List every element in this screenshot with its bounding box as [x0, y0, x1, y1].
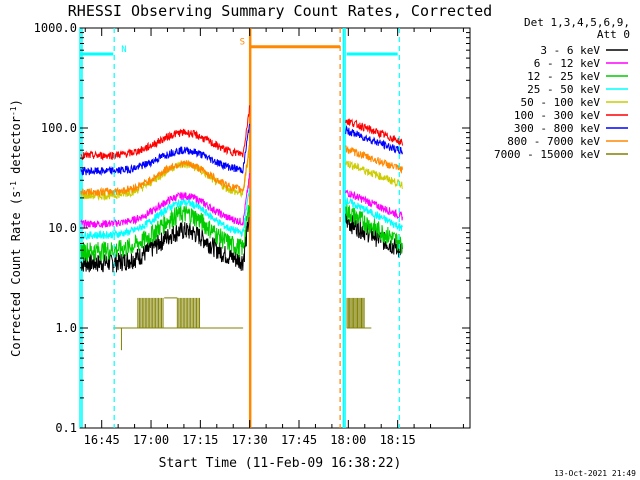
legend-header-2: Att 0: [597, 28, 630, 41]
series-line-3: [80, 188, 403, 241]
series-line-2: [80, 203, 403, 262]
legend-label-6: 300 - 800 keV: [514, 122, 600, 135]
x-tick-label: 17:15: [182, 433, 218, 447]
y-axis-label-main: Corrected Count Rate (s: [9, 191, 23, 357]
legend-header-1: Det 1,3,4,5,6,9,: [524, 16, 630, 29]
y-axis-label-tail: detector: [9, 116, 23, 181]
x-tick-label: 17:00: [133, 433, 169, 447]
legend-label-5: 100 - 300 keV: [514, 109, 600, 122]
legend-label-3: 25 - 50 keV: [527, 83, 600, 96]
x-axis-label: Start Time (11-Feb-09 16:38:22): [159, 456, 402, 471]
y-tick-label: 1000.0: [34, 21, 77, 35]
y-axis-label-close: ): [9, 99, 23, 106]
series-line-1: [80, 173, 403, 230]
series-line-6: [80, 123, 403, 176]
y-axis-label-sup1: -1: [9, 181, 18, 191]
y-tick-label: 0.1: [55, 421, 77, 435]
y-axis-label-sup2: -1: [9, 106, 18, 116]
y-axis-label: Corrected Count Rate (s-1 detector-1): [9, 99, 24, 357]
x-tick-label: 16:45: [84, 433, 120, 447]
legend-label-2: 12 - 25 keV: [527, 70, 600, 83]
legend-label-0: 3 - 6 keV: [540, 44, 600, 57]
legend-label-4: 50 - 100 keV: [521, 96, 601, 109]
x-tick-label: 17:30: [232, 433, 268, 447]
chart-title: RHESSI Observing Summary Count Rates, Co…: [68, 2, 492, 20]
flag-label: N: [121, 45, 126, 55]
series-layer: [80, 105, 403, 351]
timestamp: 13-Oct-2021 21:49: [554, 469, 636, 478]
legend-label-8: 7000 - 15000 keV: [494, 148, 600, 161]
series-line-7: [80, 144, 403, 198]
x-tick-label: 17:45: [281, 433, 317, 447]
legend-label-1: 6 - 12 keV: [534, 57, 601, 70]
flag-label: S: [240, 38, 245, 48]
y-tick-label: 100.0: [41, 121, 77, 135]
x-tick-label: 18:00: [330, 433, 366, 447]
y-tick-label: 1.0: [55, 321, 77, 335]
legend-label-7: 800 - 7000 keV: [507, 135, 600, 148]
axes: 0.1 1.0 10.0 100.0 1000.0 16:45 17:00 17:15 17:3…: [34, 21, 470, 447]
gap-regions: [79, 28, 346, 428]
x-tick-label: 18:15: [380, 433, 416, 447]
instrument-marks: NS: [80, 28, 400, 428]
y-tick-label: 10.0: [48, 221, 77, 235]
series-line-5: [80, 105, 403, 161]
